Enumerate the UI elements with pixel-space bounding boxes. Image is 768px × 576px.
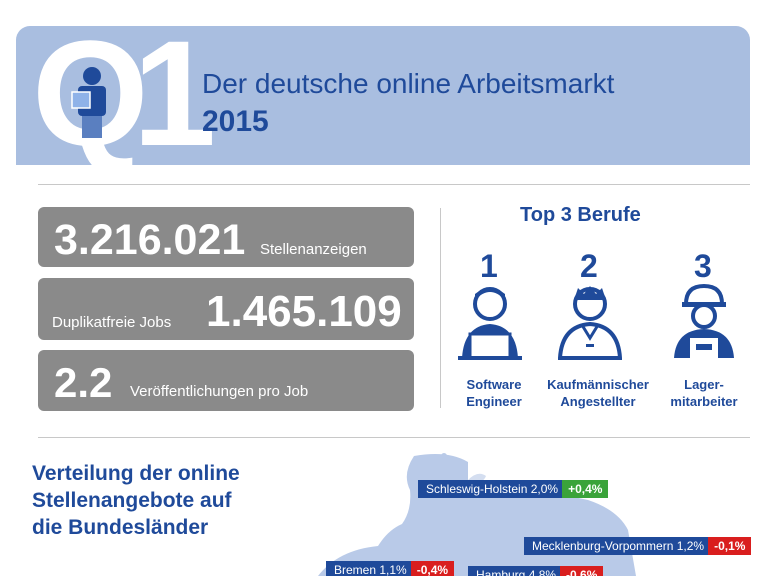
clerk-icon <box>558 286 622 360</box>
state-delta-badge: -0,6% <box>560 566 604 576</box>
rank-3: 3 <box>694 248 712 284</box>
stat-job-ads-value: 3.216.021 <box>54 216 246 264</box>
job-label-3: Lager- mitarbeiter <box>670 377 738 409</box>
warehouse-worker-icon <box>674 283 734 358</box>
germany-map <box>318 453 636 576</box>
stat-job-ads: 3.216.021 Stellenanzeigen <box>38 207 414 267</box>
stat-publications: 2.2 Veröffentlichungen pro Job <box>38 350 414 411</box>
rank-1: 1 <box>480 248 498 284</box>
engineer-icon <box>458 287 522 360</box>
state-delta-badge: -0,1% <box>708 537 752 555</box>
divider-middle <box>38 437 750 438</box>
state-delta-badge: +0,4% <box>562 480 609 498</box>
rank-2: 2 <box>580 248 598 284</box>
divider-vertical <box>440 208 441 408</box>
stat-unique-jobs-label: Duplikatfreie Jobs <box>52 314 172 331</box>
state-tag-bremen: Bremen 1,1% -0,4% <box>326 561 455 576</box>
distribution-title: Verteilung der online Stellenangebote au… <box>32 462 240 539</box>
divider-top <box>38 184 750 185</box>
stat-publications-label: Veröffentlichungen pro Job <box>130 383 309 400</box>
state-delta-badge: -0,4% <box>410 561 455 576</box>
state-tag-hamburg: Hamburg 4,8% -0,6% <box>468 566 604 576</box>
job-label-1: Software Engineer <box>466 377 522 409</box>
header-banner: Q1 Der deutsche online Arbeitsmarkt 2015 <box>16 26 750 165</box>
job-label-2: Kaufmännischer Angestellter <box>547 377 649 409</box>
state-tag-schleswig-holstein: Schleswig-Holstein 2,0% +0,4% <box>418 480 609 498</box>
stat-unique-jobs-value: 1.465.109 <box>206 287 402 336</box>
analyst-icon <box>71 67 106 138</box>
page-year: 2015 <box>202 105 269 138</box>
state-tag-mecklenburg-vorpommern: Mecklenburg-Vorpommern 1,2% -0,1% <box>524 537 752 555</box>
stat-publications-value: 2.2 <box>54 359 113 406</box>
quarter-label: Q1 <box>32 26 216 165</box>
top3-title: Top 3 Berufe <box>520 204 641 226</box>
stat-unique-jobs: Duplikatfreie Jobs 1.465.109 <box>38 278 414 340</box>
stat-job-ads-label: Stellenanzeigen <box>260 241 367 258</box>
page-title: Der deutsche online Arbeitsmarkt <box>202 68 615 99</box>
